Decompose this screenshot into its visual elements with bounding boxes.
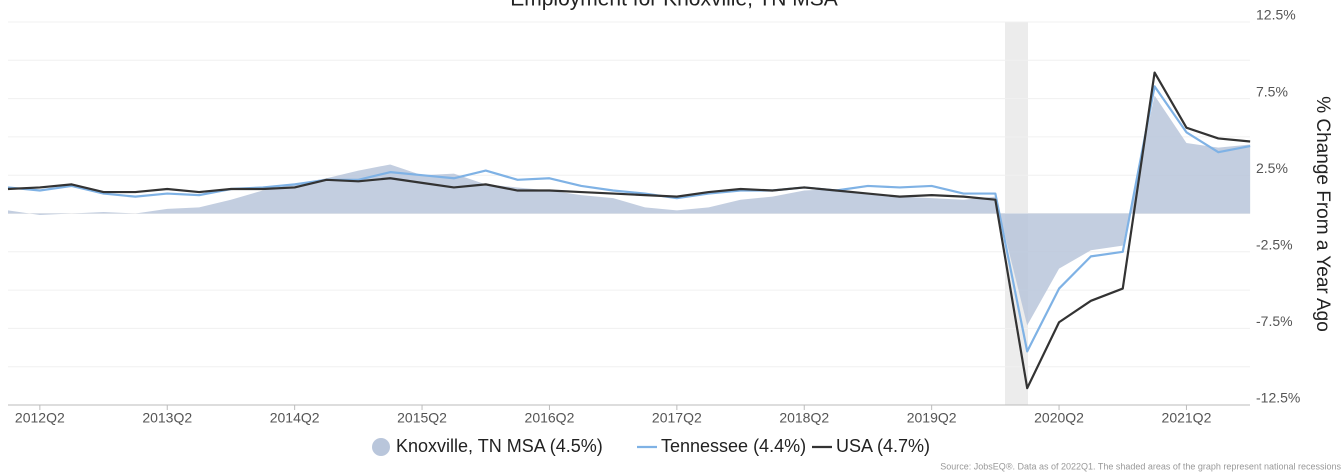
y-tick-label: -7.5% [1256, 313, 1293, 329]
legend-label: USA (4.7%) [836, 436, 930, 456]
y-tick-label: -12.5% [1256, 390, 1300, 406]
x-tick-label: 2016Q2 [525, 410, 575, 426]
legend-swatch [372, 438, 390, 456]
x-tick-label: 2014Q2 [270, 410, 320, 426]
y-tick-label: 7.5% [1256, 83, 1288, 99]
x-tick-label: 2020Q2 [1034, 410, 1084, 426]
line [7, 71, 1251, 390]
x-tick-label: 2012Q2 [15, 410, 65, 426]
x-tick-label: 2017Q2 [652, 410, 702, 426]
chart-title: Employment for Knoxville, TN MSA [510, 0, 838, 11]
legend-label: Tennessee (4.4%) [661, 436, 806, 456]
area [8, 95, 1251, 326]
x-tick-label: 2013Q2 [142, 410, 192, 426]
legend-label: Knoxville, TN MSA (4.5%) [396, 436, 603, 456]
y-tick-label: 12.5% [1256, 7, 1296, 23]
x-tick-label: 2015Q2 [397, 410, 447, 426]
x-tick-label: 2018Q2 [779, 410, 829, 426]
source-note: Source: JobsEQ®. Data as of 2022Q1. The … [940, 461, 1341, 471]
line [7, 85, 1251, 353]
y-tick-label: -2.5% [1256, 237, 1293, 253]
y-axis-label: % Change From a Year Ago [1312, 96, 1333, 332]
x-tick-label: 2021Q2 [1162, 410, 1212, 426]
y-tick-label: 2.5% [1256, 160, 1288, 176]
x-tick-label: 2019Q2 [907, 410, 957, 426]
